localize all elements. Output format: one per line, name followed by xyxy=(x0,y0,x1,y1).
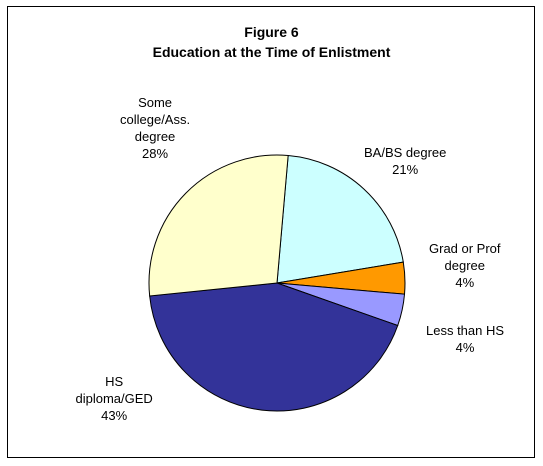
chart-title-block: Figure 6 Education at the Time of Enlist… xyxy=(0,22,543,62)
data-label-name: HS diploma/GED xyxy=(75,373,153,406)
data-label-hs-diploma-ged: HS diploma/GED 43% xyxy=(76,373,153,424)
data-label-some-college-ass-degree: Some college/Ass. degree 28% xyxy=(120,94,190,162)
pie-slice-some-college-ass-degree xyxy=(148,154,289,297)
data-label-value: 4% xyxy=(455,340,475,355)
data-label-value: 43% xyxy=(101,407,128,423)
chart-title: Figure 6 xyxy=(244,24,299,40)
pie-slice-ba-bs-degree xyxy=(276,154,404,284)
data-label-ba-bs-degree: BA/BS degree 21% xyxy=(364,144,446,178)
data-label-name: BA/BS degree xyxy=(364,145,447,160)
data-label-value: 21% xyxy=(392,162,419,177)
data-label-name: Grad or Prof degree xyxy=(429,240,501,273)
data-label-value: 28% xyxy=(142,146,169,161)
data-label-name: Some college/Ass. degree xyxy=(120,95,191,144)
data-label-name: Less than HS xyxy=(426,323,505,338)
pie-slice-hs-diploma-ged xyxy=(149,282,399,412)
data-label-less-than-hs: Less than HS 4% xyxy=(426,322,504,356)
data-label-grad-or-prof-degree: Grad or Prof degree 4% xyxy=(429,240,501,291)
data-label-value: 4% xyxy=(455,274,475,290)
chart-subtitle: Education at the Time of Enlistment xyxy=(152,44,391,60)
